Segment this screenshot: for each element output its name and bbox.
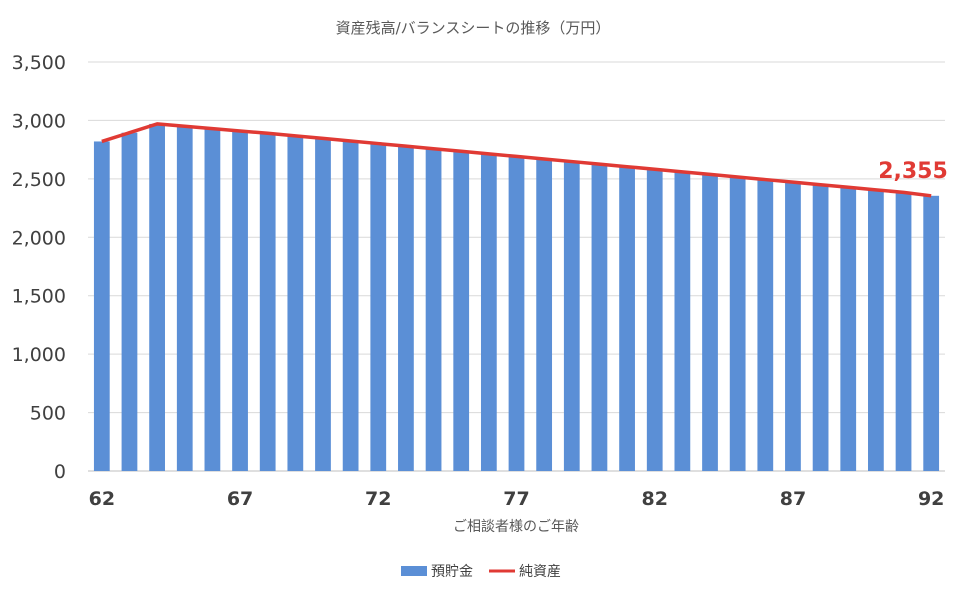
- x-tick-label: 82: [641, 488, 667, 510]
- legend: 預貯金 純資産: [401, 564, 561, 580]
- bar-84: [702, 174, 718, 471]
- bar-66: [204, 128, 221, 471]
- legend-swatch-savings: [401, 566, 427, 576]
- bar-73: [398, 146, 414, 471]
- x-tick-label: 62: [89, 488, 115, 510]
- x-tick-label: 77: [503, 488, 529, 510]
- bar-69: [287, 135, 304, 472]
- bar-85: [729, 176, 746, 471]
- y-tick-label: 2,500: [12, 169, 66, 191]
- bar-67: [232, 130, 248, 471]
- x-axis-ticks: 62 67 72 77 82 87 92: [89, 488, 945, 510]
- x-tick-label: 87: [780, 488, 806, 510]
- bar-82: [646, 169, 663, 472]
- bar-64: [149, 123, 165, 471]
- bar-65: [176, 126, 193, 472]
- bar-70: [315, 138, 331, 472]
- y-tick-label: 1,000: [12, 344, 66, 366]
- bar-86: [757, 179, 774, 471]
- bar-79: [563, 161, 580, 471]
- bar-89: [840, 187, 857, 471]
- legend-label-net-assets: 純資産: [519, 564, 561, 580]
- bar-62: [93, 141, 110, 471]
- bar-72: [370, 143, 387, 471]
- bar-77: [508, 156, 525, 471]
- net-assets-line: [101, 122, 932, 198]
- y-tick-label: 3,500: [12, 52, 66, 74]
- bar-68: [259, 133, 276, 472]
- bar-71: [342, 140, 359, 471]
- end-value-label: 2,355: [878, 159, 948, 184]
- bar-74: [425, 148, 442, 471]
- y-tick-label: 0: [54, 461, 66, 483]
- bar-75: [453, 151, 470, 471]
- bar-90: [868, 189, 884, 471]
- bar-80: [591, 164, 608, 471]
- line-series: [101, 122, 932, 198]
- x-axis-title: ご相談者様のご年齢: [453, 519, 579, 535]
- y-tick-label: 1,500: [12, 286, 66, 308]
- bar-83: [674, 171, 691, 472]
- bar-88: [812, 184, 829, 471]
- legend-label-savings: 預貯金: [431, 564, 473, 580]
- x-tick-label: 92: [918, 488, 944, 510]
- bar-76: [480, 153, 497, 471]
- x-tick-label: 72: [365, 488, 391, 510]
- bar-87: [785, 182, 801, 471]
- x-tick-label: 67: [227, 488, 253, 510]
- y-tick-label: 500: [30, 403, 66, 425]
- chart-title: 資産残高/バランスシートの推移（万円）: [336, 19, 611, 37]
- bar-series: [93, 123, 940, 472]
- bar-78: [536, 158, 553, 471]
- y-tick-label: 3,000: [12, 110, 66, 132]
- y-axis-ticks: 0 500 1,000 1,500 2,000 2,500 3,000 3,500: [12, 52, 66, 483]
- bar-91: [895, 192, 912, 471]
- y-tick-label: 2,000: [12, 227, 66, 249]
- bar-92: [923, 195, 940, 471]
- bar-81: [619, 166, 635, 472]
- bar-63: [121, 132, 138, 471]
